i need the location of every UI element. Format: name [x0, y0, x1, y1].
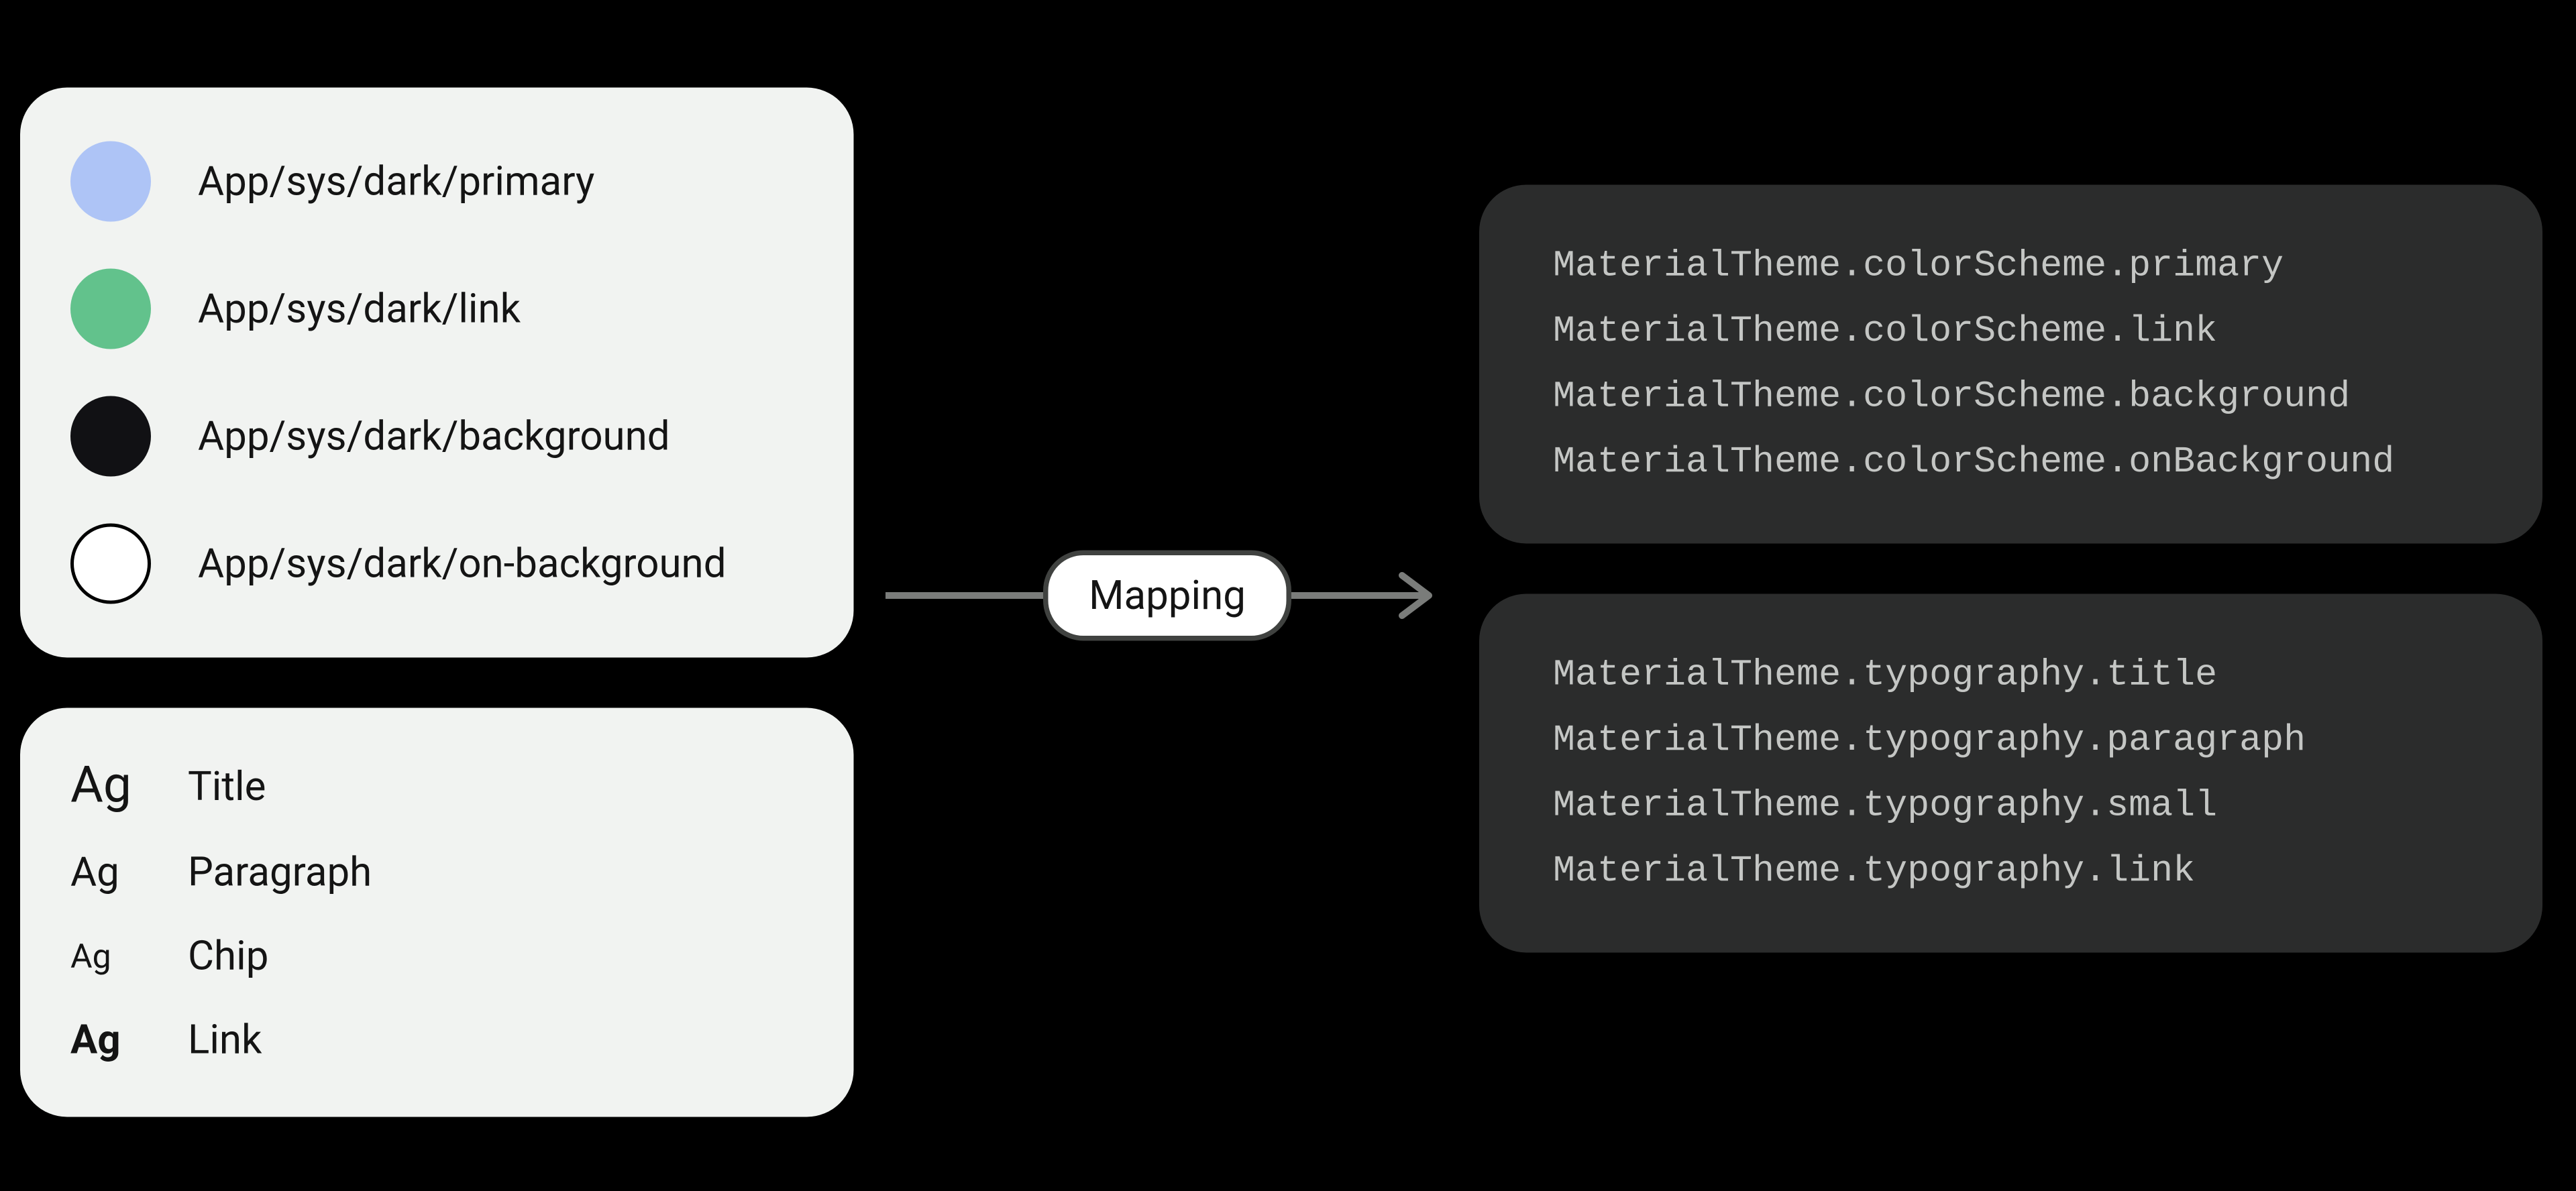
typography-token-label: Chip [188, 933, 268, 980]
color-swatch-icon [70, 269, 151, 349]
typography-code-panel: MaterialTheme.typography.title MaterialTh… [1479, 594, 2542, 953]
mapping-pill: Mapping [1044, 551, 1291, 641]
code-line: MaterialTheme.typography.paragraph [1553, 720, 2469, 762]
typography-token-row: Ag Chip [70, 933, 804, 980]
source-tokens-column: App/sys/dark/primary App/sys/dark/link App… [20, 88, 854, 1117]
color-token-label: App/sys/dark/background [198, 413, 670, 460]
arrow-line-icon [885, 587, 1046, 604]
typography-sample: Ag [70, 852, 144, 893]
output-code-column: MaterialTheme.colorScheme.primary Materia… [1479, 185, 2542, 953]
code-line: MaterialTheme.colorScheme.link [1553, 310, 2469, 353]
mapping-arrow-container: Mapping [885, 1, 1449, 1191]
code-line: MaterialTheme.colorScheme.background [1553, 376, 2469, 418]
typography-token-row: Ag Paragraph [70, 849, 804, 896]
typography-token-label: Link [188, 1017, 262, 1064]
typography-tokens-panel: Ag Title Ag Paragraph Ag Chip Ag Link [20, 708, 854, 1117]
color-swatch-icon [70, 396, 151, 477]
color-tokens-panel: App/sys/dark/primary App/sys/dark/link App… [20, 88, 854, 658]
color-swatch-icon [70, 524, 151, 604]
typography-token-row: Ag Title [70, 762, 804, 812]
code-line: MaterialTheme.colorScheme.primary [1553, 245, 2469, 288]
code-line: MaterialTheme.colorScheme.onBackground [1553, 441, 2469, 484]
color-token-label: App/sys/dark/primary [198, 158, 594, 205]
mapping-label: Mapping [1089, 572, 1246, 619]
diagram-canvas: App/sys/dark/primary App/sys/dark/link App… [0, 1, 2576, 1191]
color-token-label: App/sys/dark/on-background [198, 541, 727, 587]
arrow-head-icon [1288, 571, 1449, 621]
arrow-left-segment [885, 587, 1046, 604]
color-token-row: App/sys/dark/on-background [70, 524, 804, 604]
code-line: MaterialTheme.typography.title [1553, 655, 2469, 697]
typography-sample: Ag [70, 762, 144, 812]
color-swatch-icon [70, 141, 151, 222]
color-token-row: App/sys/dark/primary [70, 141, 804, 222]
typography-token-row: Ag Link [70, 1017, 804, 1064]
color-scheme-code-panel: MaterialTheme.colorScheme.primary Materia… [1479, 185, 2542, 544]
arrow-right-segment [1288, 571, 1449, 621]
code-line: MaterialTheme.typography.link [1553, 850, 2469, 893]
color-token-row: App/sys/dark/background [70, 396, 804, 477]
typography-token-label: Title [188, 763, 266, 810]
color-token-label: App/sys/dark/link [198, 286, 521, 333]
color-token-row: App/sys/dark/link [70, 269, 804, 349]
code-line: MaterialTheme.typography.small [1553, 785, 2469, 828]
typography-token-label: Paragraph [188, 849, 372, 896]
typography-sample: Ag [70, 940, 144, 973]
typography-sample: Ag [70, 1020, 144, 1060]
